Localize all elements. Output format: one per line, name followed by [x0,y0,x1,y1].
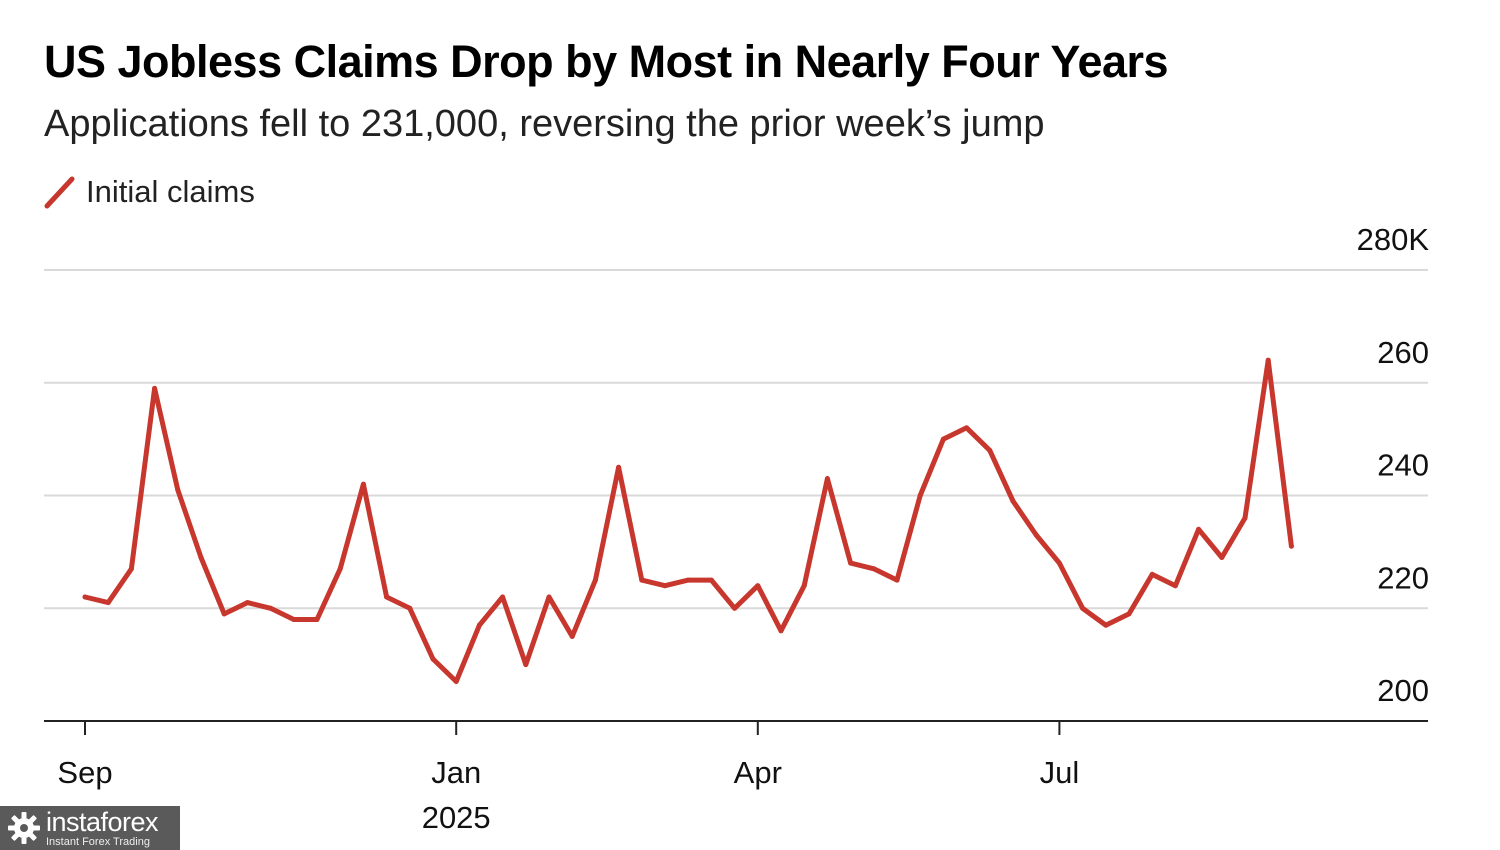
legend: Initial claims [44,172,255,212]
data-point [1010,498,1016,504]
x-axis-ticks: Sep2024Jan2025AprJul [51,721,1080,835]
data-point [1033,532,1039,538]
x-tick-label-jan: Jan [431,755,481,790]
watermark-brand: instaforex [46,806,159,837]
y-tick-label-200: 200 [1377,673,1429,708]
data-point [314,617,320,623]
data-point [732,605,738,611]
data-point [453,679,459,685]
data-point [128,566,134,572]
data-point [964,425,970,431]
data-point [1126,611,1132,617]
data-point [894,577,900,583]
y-tick-label-240: 240 [1377,448,1429,483]
data-point [1196,526,1202,532]
series-line-initial-claims [82,357,1294,684]
data-point [1242,515,1248,521]
data-point [755,583,761,589]
data-point [871,566,877,572]
data-point [291,617,297,623]
data-point [1080,605,1086,611]
data-point [221,611,227,617]
data-point [337,566,343,572]
x-tick-label-apr: Apr [734,755,782,790]
series-initial-claims [82,357,1294,685]
data-point [778,628,784,634]
data-point [1103,622,1109,628]
x-tick-label-jul: Jul [1040,755,1080,790]
data-point [569,633,575,639]
data-point [523,662,529,668]
data-point [616,464,622,470]
chart-subtitle: Applications fell to 231,000, reversing … [44,103,1045,145]
y-tick-label-280: 280K [1357,222,1430,257]
watermark: instaforex Instant Forex Trading [0,806,180,850]
data-point [1265,357,1271,363]
data-point [848,560,854,566]
legend-label: Initial claims [86,174,255,209]
data-point [152,385,158,391]
data-point [244,600,250,606]
data-point [940,436,946,442]
x-tick-label-sep: Sep [57,755,112,790]
y-axis-tick-labels: 200 220 240 260 280K [1357,222,1430,708]
data-point [476,622,482,628]
data-point [639,577,645,583]
data-point [917,493,923,498]
data-point [430,656,436,662]
data-point [685,577,691,583]
data-point [175,487,181,493]
data-point [105,600,111,606]
data-point [987,447,993,453]
data-point [1288,543,1294,549]
data-point [1219,555,1225,561]
data-point [82,594,88,600]
gear-icon [8,812,40,844]
data-point [407,605,413,611]
y-tick-label-220: 220 [1377,560,1429,595]
data-point [1056,560,1062,566]
data-point [500,594,506,600]
data-point [801,583,807,589]
data-point [198,555,204,561]
data-point [360,481,366,487]
data-point [268,605,274,611]
chart-title: US Jobless Claims Drop by Most in Nearly… [44,36,1169,87]
legend-line-icon [44,176,75,209]
data-point [1149,571,1155,577]
data-point [662,583,668,589]
watermark-tagline: Instant Forex Trading [46,835,150,848]
x-tick-year-2025: 2025 [422,800,491,835]
data-point [708,577,714,583]
data-point [1172,583,1178,589]
data-point [384,594,390,600]
data-point [824,476,830,482]
data-point [592,577,598,583]
y-tick-label-260: 260 [1377,335,1429,370]
data-point [546,594,552,600]
